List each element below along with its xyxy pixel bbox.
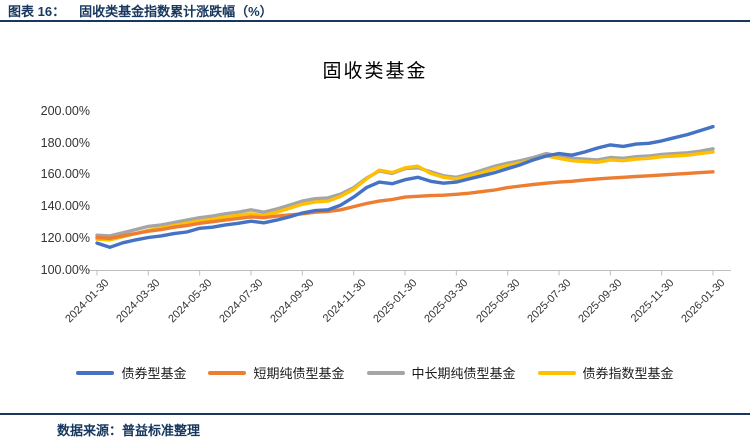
legend-line-marker (537, 370, 576, 375)
source-text: 数据来源：普益标准整理 (57, 423, 201, 438)
legend: 债券型基金 短期纯债型基金 中长期纯债型基金 债券指数型基金 (0, 363, 750, 382)
y-axis-tick-label: 180.00% (40, 135, 90, 150)
legend-label: 中长期纯债型基金 (411, 366, 516, 381)
figure-number-label: 图表 16： (8, 3, 66, 19)
legend-item-mid-long-term-pure-bond-fund: 中长期纯债型基金 (366, 363, 516, 382)
y-axis-tick-label: 200.00% (40, 104, 90, 119)
legend-line-marker (208, 370, 247, 375)
legend-line-marker (366, 370, 405, 375)
figure-header: 图表 16： 固收类基金指数累计涨跌幅（%） (0, 0, 750, 22)
y-axis-tick-label: 140.00% (40, 199, 90, 214)
source-footer: 数据来源：普益标准整理 (0, 413, 750, 439)
chart-title: 固收类基金 (322, 61, 428, 82)
legend-label: 债券指数型基金 (582, 366, 674, 381)
legend-item-bond-fund: 债券型基金 (76, 363, 186, 382)
legend-label: 短期纯债型基金 (253, 366, 345, 381)
series-line-short-term-pure-bond-fund (95, 170, 715, 241)
figure-title: 固收类基金指数累计涨跌幅（%） (79, 3, 273, 19)
legend-line-marker (76, 370, 115, 375)
series-line-bond-fund (95, 124, 715, 250)
y-axis-tick-label: 160.00% (40, 167, 90, 182)
legend-item-short-term-pure-bond-fund: 短期纯债型基金 (208, 363, 345, 382)
y-axis-tick-label: 120.00% (40, 230, 90, 245)
legend-item-bond-index-fund: 债券指数型基金 (537, 363, 674, 382)
y-axis-tick-label: 100.00% (40, 262, 90, 277)
series-line-bond-index-fund (95, 150, 715, 242)
legend-label: 债券型基金 (121, 366, 187, 381)
